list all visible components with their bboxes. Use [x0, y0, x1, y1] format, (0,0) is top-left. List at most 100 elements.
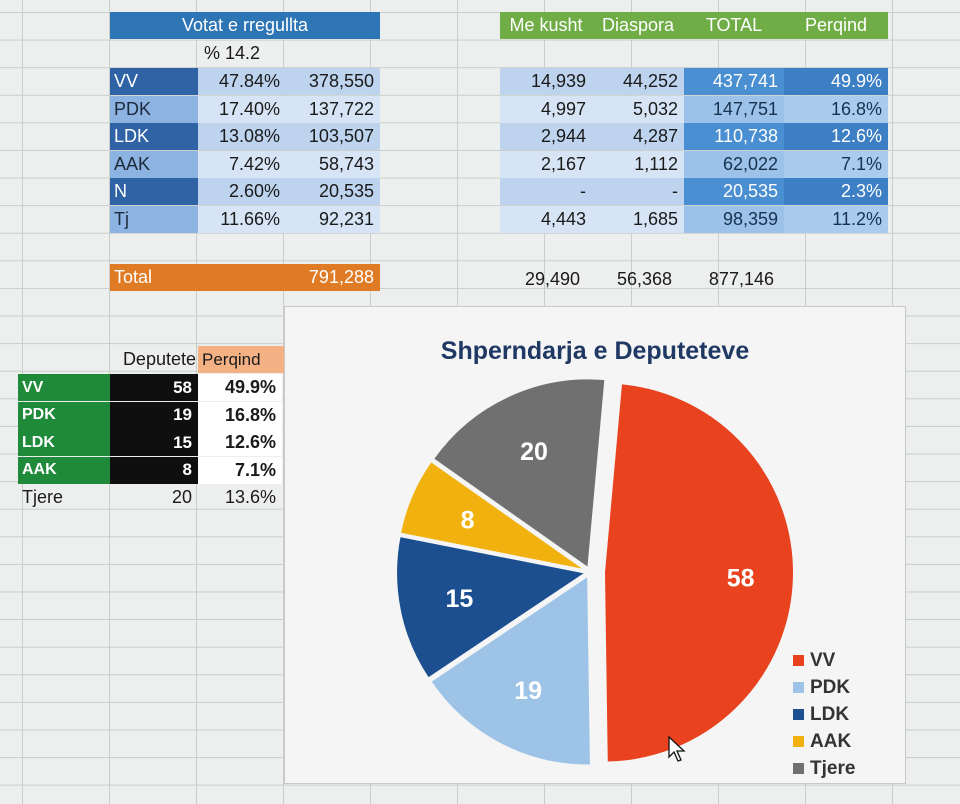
- diaspora-cell[interactable]: 1,685: [592, 206, 684, 233]
- dep-seats-cell[interactable]: 8: [110, 456, 198, 484]
- dep-party-cell[interactable]: PDK: [18, 401, 110, 429]
- turnout-value[interactable]: % 14.2: [204, 43, 261, 63]
- votes-pct-cell[interactable]: 17.40%: [198, 95, 286, 123]
- chart-title: Shperndarja e Deputeteve: [440, 337, 750, 365]
- votes-count-cell[interactable]: 103,507: [286, 123, 380, 151]
- legend-item-vv: VV: [793, 647, 855, 674]
- votes-party-cell[interactable]: LDK: [110, 123, 198, 151]
- pie-slice-tjere[interactable]: [431, 377, 607, 571]
- pie-label-vv: 58: [727, 565, 755, 593]
- dep-pct-cell[interactable]: 12.6%: [198, 429, 282, 457]
- legend-item-aak: AAK: [793, 728, 855, 755]
- legend-item-tjere: Tjere: [793, 755, 855, 782]
- dep-seats-cell[interactable]: 19: [110, 401, 198, 429]
- diaspora-cell[interactable]: 5,032: [592, 95, 684, 123]
- votes-count-cell[interactable]: 137,722: [286, 95, 380, 123]
- perqind-cell[interactable]: 49.9%: [784, 68, 888, 95]
- total-cell[interactable]: 147,751: [684, 95, 784, 123]
- votes-party-cell[interactable]: Tj: [110, 206, 198, 233]
- total-diaspora[interactable]: 56,368: [616, 269, 672, 289]
- dep-party-cell[interactable]: VV: [18, 374, 110, 401]
- mouse-cursor-icon: [668, 735, 686, 762]
- dep-pct-cell[interactable]: 7.1%: [198, 456, 282, 484]
- dep-others-party[interactable]: Tjere: [22, 487, 64, 507]
- total-cell[interactable]: 110,738: [684, 123, 784, 151]
- perqind-cell[interactable]: 7.1%: [784, 150, 888, 178]
- pie-slice-aak[interactable]: [398, 459, 587, 572]
- me-kusht-cell[interactable]: 4,997: [500, 95, 592, 123]
- me-kusht-cell[interactable]: -: [500, 178, 592, 206]
- pie-label-pdk: 19: [514, 677, 542, 705]
- diaspora-cell[interactable]: 4,287: [592, 123, 684, 151]
- total-me-kusht[interactable]: 29,490: [524, 269, 580, 289]
- pie-slice-pdk[interactable]: [428, 573, 592, 767]
- total-cell[interactable]: 20,535: [684, 178, 784, 206]
- chart-legend: VV PDK LDK AAK Tjere: [793, 647, 855, 782]
- dep-pct-cell[interactable]: 16.8%: [198, 401, 282, 429]
- total-total[interactable]: 877,146: [708, 269, 774, 289]
- votes-party-cell[interactable]: PDK: [110, 95, 198, 123]
- me-kusht-cell[interactable]: 14,939: [500, 68, 592, 95]
- legend-label: LDK: [810, 703, 850, 725]
- legend-swatch: [793, 655, 804, 666]
- perqind-cell[interactable]: 16.8%: [784, 95, 888, 123]
- pie-chart[interactable]: Shperndarja e Deputeteve 58 19 15 8 20 VV PDK…: [284, 306, 906, 784]
- dep-pct-cell[interactable]: 49.9%: [198, 374, 282, 401]
- dep-party-cell[interactable]: LDK: [18, 429, 110, 457]
- votes-party-cell[interactable]: VV: [110, 68, 198, 95]
- perqind-cell[interactable]: 11.2%: [784, 206, 888, 233]
- me-kusht-cell[interactable]: 2,167: [500, 150, 592, 178]
- votes-pct-cell[interactable]: 47.84%: [198, 68, 286, 95]
- votes-count-cell[interactable]: 378,550: [286, 68, 380, 95]
- pie-slice-ldk[interactable]: [395, 534, 589, 680]
- votes-count-cell[interactable]: 58,743: [286, 150, 380, 178]
- legend-item-pdk: PDK: [793, 674, 855, 701]
- legend-swatch: [793, 763, 804, 774]
- diaspora-cell[interactable]: 44,252: [592, 68, 684, 95]
- dep-header-deputete[interactable]: Deputete: [122, 349, 196, 369]
- votes-pct-cell[interactable]: 2.60%: [198, 178, 286, 206]
- dep-others-pct[interactable]: 13.6%: [224, 487, 276, 507]
- votes-total-spacer[interactable]: [198, 264, 286, 291]
- col-header-perqind[interactable]: Perqind: [784, 12, 888, 39]
- votes-pct-cell[interactable]: 11.66%: [198, 206, 286, 233]
- total-cell[interactable]: 437,741: [684, 68, 784, 95]
- diaspora-cell[interactable]: -: [592, 178, 684, 206]
- votes-party-cell[interactable]: N: [110, 178, 198, 206]
- col-header-total[interactable]: TOTAL: [684, 12, 784, 39]
- dep-seats-cell[interactable]: 58: [110, 374, 198, 401]
- legend-label: AAK: [810, 730, 852, 752]
- dep-header-perqind[interactable]: Perqind: [198, 346, 284, 373]
- dep-seats-cell[interactable]: 15: [110, 429, 198, 457]
- votes-total-value[interactable]: 791,288: [286, 264, 380, 291]
- pie-svg: 58 19 15 8 20: [395, 377, 795, 767]
- col-header-diaspora[interactable]: Diaspora: [592, 12, 684, 39]
- votes-pct-cell[interactable]: 13.08%: [198, 123, 286, 151]
- pie-slice-vv[interactable]: [602, 382, 795, 764]
- pie-label-ldk: 15: [445, 585, 473, 613]
- diaspora-cell[interactable]: 1,112: [592, 150, 684, 178]
- pie-label-tjere: 20: [520, 438, 548, 466]
- legend-label: PDK: [810, 676, 851, 698]
- votes-table-header[interactable]: Votat e rregullta: [110, 12, 380, 39]
- me-kusht-cell[interactable]: 4,443: [500, 206, 592, 233]
- legend-swatch: [793, 736, 804, 747]
- votes-count-cell[interactable]: 20,535: [286, 178, 380, 206]
- col-header-me-kusht[interactable]: Me kusht: [500, 12, 592, 39]
- votes-count-cell[interactable]: 92,231: [286, 206, 380, 233]
- legend-swatch: [793, 709, 804, 720]
- perqind-cell[interactable]: 12.6%: [784, 123, 888, 151]
- dep-others-seats[interactable]: 20: [171, 487, 192, 507]
- perqind-cell[interactable]: 2.3%: [784, 178, 888, 206]
- pie-label-aak: 8: [461, 507, 475, 535]
- legend-label: VV: [810, 649, 836, 671]
- votes-pct-cell[interactable]: 7.42%: [198, 150, 286, 178]
- total-cell[interactable]: 98,359: [684, 206, 784, 233]
- legend-label: Tjere: [810, 757, 856, 779]
- votes-party-cell[interactable]: AAK: [110, 150, 198, 178]
- total-cell[interactable]: 62,022: [684, 150, 784, 178]
- dep-party-cell[interactable]: AAK: [18, 456, 110, 484]
- legend-swatch: [793, 682, 804, 693]
- me-kusht-cell[interactable]: 2,944: [500, 123, 592, 151]
- votes-total-label[interactable]: Total: [110, 264, 198, 291]
